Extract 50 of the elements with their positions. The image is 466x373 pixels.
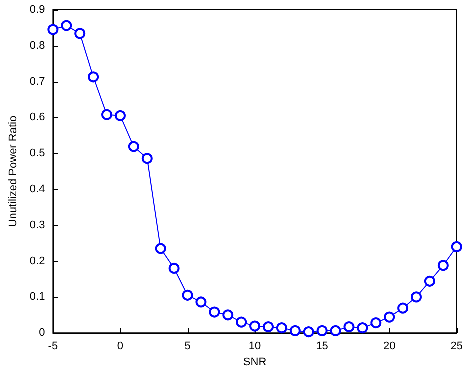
y-tick-label: 0.1 [30,291,46,304]
point [236,316,248,328]
x-tick-label: 15 [316,340,328,353]
y-tick-label: 0.6 [30,112,46,124]
point [303,326,314,338]
point [88,72,100,83]
point [357,322,368,334]
x-tick-label: 25 [450,340,464,353]
point [209,306,220,318]
point [330,325,342,336]
point [48,24,59,36]
y-tick-label: 0.8 [30,40,46,52]
point [74,28,86,40]
point [128,141,140,152]
y-tick-label: 0.4 [30,184,46,196]
point [61,20,72,32]
point [250,320,261,332]
x-axis-title: SNR [243,356,267,368]
point [142,153,153,164]
point [155,243,166,254]
point [196,296,207,308]
point [398,302,409,314]
point [290,325,301,336]
y-tick-label: 0.2 [30,255,46,268]
point [438,260,449,272]
y-tick-label: 0.3 [30,219,46,232]
point [451,241,462,252]
point [384,312,396,323]
point [102,109,113,120]
y-tick-label: 0 [39,327,46,340]
point [370,318,382,329]
point [424,276,436,287]
x-tick-label: 5 [184,340,191,353]
y-axis-title: Unutilized Power Ratio [8,116,20,228]
x-tick-label: -5 [48,340,58,353]
y-tick-label: 0.9 [30,4,46,16]
y-tick-label: 0.7 [30,76,46,88]
point [222,310,234,321]
point [411,292,422,303]
x-tick-label: 0 [117,340,124,353]
point [168,262,180,274]
x-tick-label: 20 [383,340,396,353]
point [182,290,194,301]
point [316,325,328,336]
y-tick-label: 0.5 [30,148,46,160]
x-tick-label: 10 [248,340,262,353]
point [344,322,355,332]
point [276,322,288,334]
point [263,322,274,332]
point [114,110,126,122]
